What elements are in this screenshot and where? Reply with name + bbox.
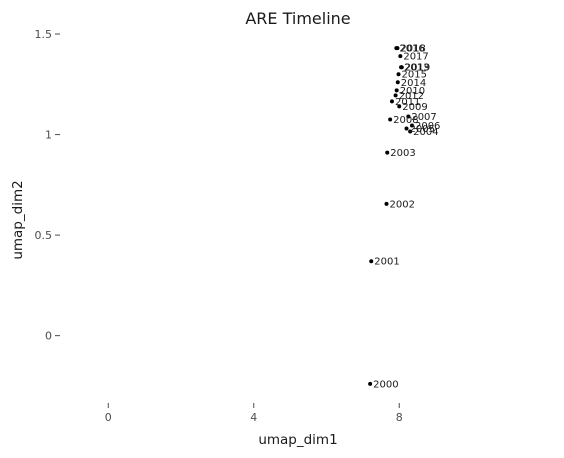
data-label: 2008 <box>393 115 418 126</box>
data-label: 2007 <box>411 112 436 123</box>
data-point <box>399 65 404 70</box>
data-label: 2005 <box>410 124 435 135</box>
x-tick-label: 8 <box>396 411 403 424</box>
data-label: 2011 <box>395 97 420 108</box>
data-point <box>368 381 373 386</box>
x-tick-label: 4 <box>250 411 257 424</box>
x-axis: 0 4 8 <box>105 403 403 424</box>
data-label: 2002 <box>390 199 415 210</box>
data-point <box>395 46 400 51</box>
data-label: 2003 <box>390 148 415 159</box>
data-point <box>404 126 409 131</box>
data-label: 2018 <box>400 44 425 55</box>
data-point <box>398 54 403 59</box>
data-label: 2009 <box>402 102 427 113</box>
data-point <box>406 114 411 119</box>
data-point <box>384 201 389 206</box>
y-axis: 0 0.5 1 1.5 <box>35 28 60 343</box>
data-label: 2004 <box>413 127 438 138</box>
data-label: 2013 <box>404 63 429 74</box>
x-tick-label: 0 <box>105 411 112 424</box>
y-tick-label: 0.5 <box>35 229 53 242</box>
data-point <box>395 80 400 85</box>
chart-title: ARE Timeline <box>245 9 350 28</box>
data-points <box>368 46 414 386</box>
data-label: 2001 <box>374 257 399 268</box>
data-label: 2019 <box>405 63 430 74</box>
data-point <box>369 259 374 264</box>
data-point <box>393 93 398 98</box>
x-axis-title: umap_dim1 <box>258 432 337 448</box>
data-label: 2006 <box>415 121 440 132</box>
data-label: 2010 <box>400 86 425 97</box>
y-axis-title: umap_dim2 <box>10 180 26 259</box>
data-point <box>394 88 399 93</box>
data-point <box>385 150 390 155</box>
data-label: 2017 <box>403 52 428 63</box>
data-point <box>389 99 394 104</box>
y-tick-label: 0 <box>45 330 52 343</box>
y-tick-label: 1.5 <box>35 28 53 41</box>
data-point <box>388 117 393 122</box>
data-point <box>397 104 402 109</box>
data-label: 2014 <box>401 78 426 89</box>
data-point <box>408 129 413 134</box>
data-label: 2016 <box>399 44 424 55</box>
data-label: 2000 <box>373 379 398 390</box>
data-label: 2015 <box>402 70 427 81</box>
data-point <box>396 72 401 77</box>
data-label: 2012 <box>399 91 424 102</box>
data-point <box>409 123 414 128</box>
y-tick-label: 1 <box>45 129 52 142</box>
